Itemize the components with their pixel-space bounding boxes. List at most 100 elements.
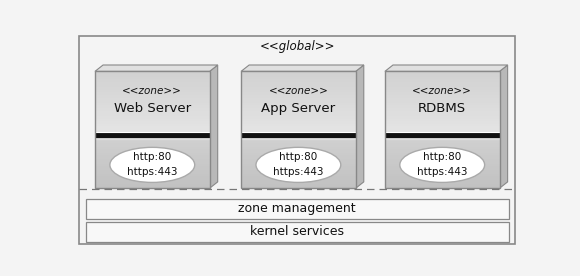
FancyBboxPatch shape [95, 163, 209, 166]
FancyBboxPatch shape [95, 116, 209, 118]
FancyBboxPatch shape [79, 36, 515, 243]
FancyBboxPatch shape [95, 149, 209, 151]
FancyBboxPatch shape [385, 95, 499, 97]
FancyBboxPatch shape [95, 113, 209, 116]
FancyBboxPatch shape [95, 76, 209, 79]
FancyBboxPatch shape [385, 103, 499, 105]
FancyBboxPatch shape [241, 186, 356, 188]
FancyBboxPatch shape [241, 163, 356, 166]
FancyBboxPatch shape [95, 153, 209, 155]
FancyBboxPatch shape [241, 161, 356, 164]
Text: <<zone>>: <<zone>> [412, 86, 472, 96]
Text: RDBMS: RDBMS [418, 102, 466, 115]
FancyBboxPatch shape [241, 116, 356, 118]
FancyBboxPatch shape [241, 92, 356, 95]
FancyBboxPatch shape [241, 71, 356, 188]
FancyBboxPatch shape [95, 118, 209, 121]
FancyBboxPatch shape [95, 151, 209, 153]
FancyBboxPatch shape [95, 126, 209, 129]
Ellipse shape [256, 147, 341, 182]
FancyBboxPatch shape [385, 71, 499, 74]
Text: <<zone>>: <<zone>> [122, 86, 182, 96]
Text: <<zone>>: <<zone>> [269, 86, 328, 96]
FancyBboxPatch shape [385, 180, 499, 182]
FancyBboxPatch shape [241, 151, 356, 153]
FancyBboxPatch shape [95, 159, 209, 161]
FancyBboxPatch shape [241, 79, 356, 82]
FancyBboxPatch shape [95, 182, 209, 184]
FancyBboxPatch shape [95, 176, 209, 178]
FancyBboxPatch shape [385, 155, 499, 157]
FancyBboxPatch shape [86, 199, 509, 219]
FancyBboxPatch shape [241, 74, 356, 77]
FancyBboxPatch shape [241, 124, 356, 126]
FancyBboxPatch shape [95, 139, 209, 141]
FancyBboxPatch shape [385, 124, 499, 126]
FancyBboxPatch shape [241, 180, 356, 182]
FancyBboxPatch shape [95, 82, 209, 84]
FancyBboxPatch shape [95, 95, 209, 97]
Text: kernel services: kernel services [250, 225, 345, 238]
Ellipse shape [110, 147, 195, 182]
FancyBboxPatch shape [241, 129, 356, 132]
FancyBboxPatch shape [385, 159, 499, 161]
FancyBboxPatch shape [241, 145, 356, 147]
FancyBboxPatch shape [385, 82, 499, 84]
FancyBboxPatch shape [385, 143, 499, 145]
FancyBboxPatch shape [95, 141, 209, 143]
FancyBboxPatch shape [385, 121, 499, 124]
FancyBboxPatch shape [385, 139, 499, 141]
FancyBboxPatch shape [95, 92, 209, 95]
FancyBboxPatch shape [385, 149, 499, 151]
Text: zone management: zone management [238, 203, 356, 216]
FancyBboxPatch shape [95, 103, 209, 105]
FancyBboxPatch shape [95, 186, 209, 188]
FancyBboxPatch shape [241, 97, 356, 100]
Polygon shape [241, 65, 364, 71]
FancyBboxPatch shape [241, 71, 356, 74]
FancyBboxPatch shape [241, 153, 356, 155]
Text: App Server: App Server [262, 102, 335, 115]
Text: <<global>>: <<global>> [259, 40, 335, 54]
FancyBboxPatch shape [95, 129, 209, 132]
FancyBboxPatch shape [385, 182, 499, 184]
FancyBboxPatch shape [385, 76, 499, 79]
FancyBboxPatch shape [95, 178, 209, 180]
FancyBboxPatch shape [241, 76, 356, 79]
FancyBboxPatch shape [95, 105, 209, 108]
FancyBboxPatch shape [241, 121, 356, 124]
FancyBboxPatch shape [385, 151, 499, 153]
FancyBboxPatch shape [95, 137, 209, 139]
FancyBboxPatch shape [385, 186, 499, 188]
FancyBboxPatch shape [241, 87, 356, 90]
FancyBboxPatch shape [241, 174, 356, 176]
FancyBboxPatch shape [241, 155, 356, 157]
Polygon shape [209, 65, 218, 188]
FancyBboxPatch shape [95, 165, 209, 168]
FancyBboxPatch shape [241, 169, 356, 172]
FancyBboxPatch shape [241, 108, 356, 111]
FancyBboxPatch shape [241, 176, 356, 178]
FancyBboxPatch shape [241, 137, 356, 139]
FancyBboxPatch shape [385, 118, 499, 121]
FancyBboxPatch shape [95, 161, 209, 164]
Polygon shape [95, 65, 218, 71]
Ellipse shape [400, 147, 485, 182]
FancyBboxPatch shape [95, 100, 209, 103]
FancyBboxPatch shape [95, 168, 209, 170]
FancyBboxPatch shape [95, 121, 209, 124]
FancyBboxPatch shape [95, 143, 209, 145]
FancyBboxPatch shape [241, 184, 356, 186]
Polygon shape [385, 65, 508, 71]
FancyBboxPatch shape [241, 126, 356, 129]
FancyBboxPatch shape [385, 74, 499, 77]
FancyBboxPatch shape [95, 108, 209, 111]
FancyBboxPatch shape [385, 129, 499, 132]
FancyBboxPatch shape [95, 87, 209, 90]
FancyBboxPatch shape [241, 141, 356, 143]
FancyBboxPatch shape [385, 100, 499, 103]
FancyBboxPatch shape [95, 97, 209, 100]
FancyBboxPatch shape [241, 165, 356, 168]
FancyBboxPatch shape [385, 184, 499, 186]
FancyBboxPatch shape [95, 71, 209, 74]
